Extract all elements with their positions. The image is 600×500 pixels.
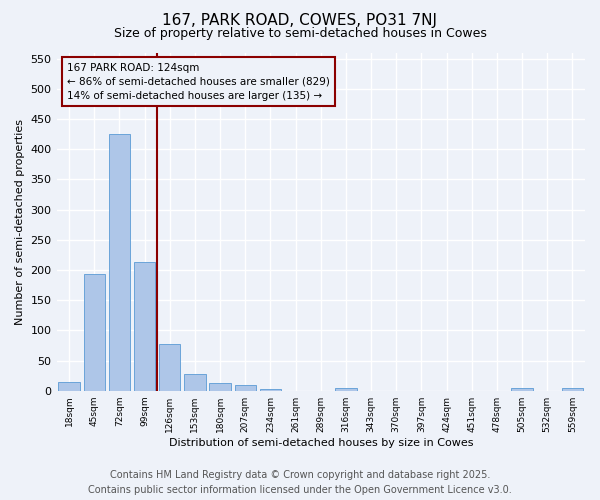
Bar	[83, 274, 105, 390]
Text: Contains HM Land Registry data © Crown copyright and database right 2025.
Contai: Contains HM Land Registry data © Crown c…	[88, 470, 512, 495]
Bar	[109, 134, 130, 390]
Bar	[184, 374, 206, 390]
X-axis label: Distribution of semi-detached houses by size in Cowes: Distribution of semi-detached houses by …	[169, 438, 473, 448]
Bar	[511, 388, 533, 390]
Bar	[562, 388, 583, 390]
Text: 167, PARK ROAD, COWES, PO31 7NJ: 167, PARK ROAD, COWES, PO31 7NJ	[163, 12, 437, 28]
Bar	[159, 344, 181, 391]
Bar	[235, 386, 256, 390]
Bar	[134, 262, 155, 390]
Bar	[58, 382, 80, 390]
Bar	[335, 388, 356, 390]
Bar	[209, 384, 231, 390]
Bar	[260, 389, 281, 390]
Y-axis label: Number of semi-detached properties: Number of semi-detached properties	[15, 118, 25, 324]
Text: Size of property relative to semi-detached houses in Cowes: Size of property relative to semi-detach…	[113, 28, 487, 40]
Text: 167 PARK ROAD: 124sqm
← 86% of semi-detached houses are smaller (829)
14% of sem: 167 PARK ROAD: 124sqm ← 86% of semi-deta…	[67, 62, 330, 100]
